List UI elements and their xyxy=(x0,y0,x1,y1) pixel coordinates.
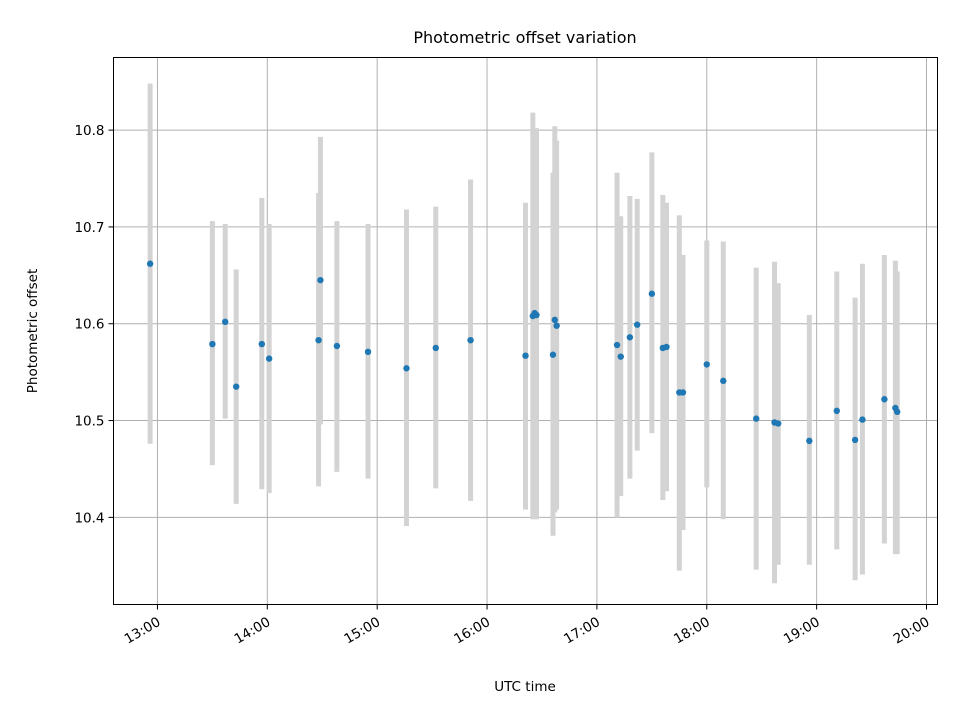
data-point xyxy=(894,408,901,416)
x-tick-label: 15:00 xyxy=(341,614,383,647)
data-point xyxy=(364,348,372,356)
data-point xyxy=(265,355,273,362)
data-point xyxy=(333,342,341,350)
y-tick-label: 10.8 xyxy=(74,123,104,139)
tick-layer: 13:00 14:00 15:00 16:00 17:00 18:00 19:00 20:00… xyxy=(74,123,932,647)
data-point xyxy=(663,343,670,351)
x-axis-label: UTC time xyxy=(494,679,556,695)
data-point xyxy=(859,416,866,423)
x-tick-label: 14:00 xyxy=(232,614,274,647)
data-point xyxy=(806,437,813,445)
data-point xyxy=(679,389,687,396)
data-point xyxy=(146,260,154,267)
data-point xyxy=(232,383,240,390)
x-tick-label: 17:00 xyxy=(561,614,603,647)
data-point xyxy=(258,340,266,348)
y-tick-label: 10.6 xyxy=(74,317,104,333)
data-point xyxy=(549,351,557,358)
data-point xyxy=(648,290,656,297)
data-point xyxy=(221,318,229,326)
x-tick-label: 16:00 xyxy=(451,614,493,647)
data-point xyxy=(626,334,634,341)
data-point xyxy=(551,316,558,324)
data-point xyxy=(432,344,439,352)
data-point xyxy=(613,341,621,349)
data-point xyxy=(522,352,529,359)
x-tick-label: 19:00 xyxy=(781,614,823,647)
data-point xyxy=(209,340,216,348)
data-point xyxy=(533,311,540,319)
errorbar-layer xyxy=(147,83,900,584)
y-axis-label: Photometric offset xyxy=(25,269,41,393)
y-tick-label: 10.4 xyxy=(74,510,104,526)
data-point xyxy=(633,321,641,328)
y-tick-label: 10.5 xyxy=(74,414,104,430)
plot-frame xyxy=(113,57,938,605)
x-tick-label: 18:00 xyxy=(671,614,713,647)
y-tick-label: 10.7 xyxy=(74,220,104,236)
data-point xyxy=(553,322,560,329)
data-point xyxy=(403,365,410,372)
data-point xyxy=(833,407,840,415)
chart-title: Photometric offset variation xyxy=(413,28,636,47)
data-point xyxy=(703,361,710,368)
data-point xyxy=(317,276,324,284)
x-tick-label: 20:00 xyxy=(891,614,933,647)
data-point xyxy=(881,396,888,403)
point-layer xyxy=(146,260,901,445)
data-point xyxy=(753,415,760,422)
data-point xyxy=(315,336,322,344)
data-point xyxy=(467,336,474,344)
data-point xyxy=(720,377,727,385)
data-point xyxy=(617,353,624,360)
x-tick-label: 13:00 xyxy=(122,614,164,647)
data-point xyxy=(851,436,859,444)
data-point xyxy=(774,420,782,427)
